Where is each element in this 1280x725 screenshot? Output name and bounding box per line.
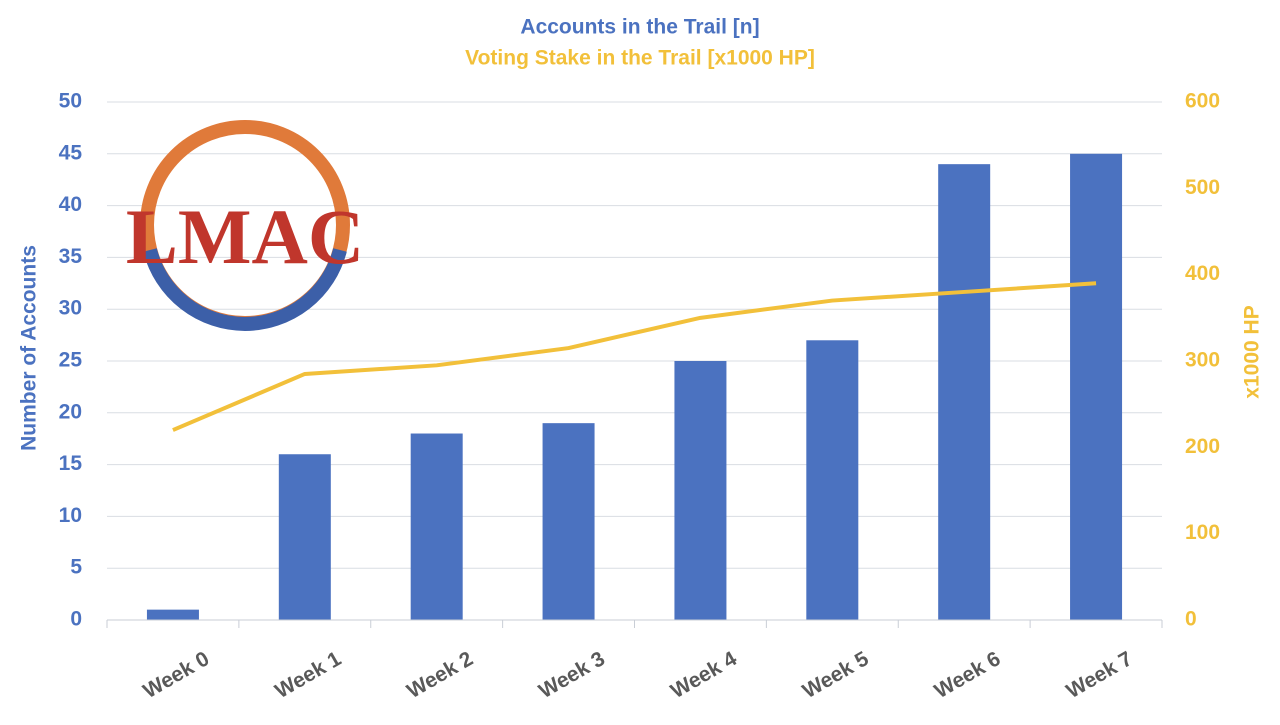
- y-axis-label: Number of Accounts: [18, 245, 41, 451]
- y-tick-label: 50: [59, 90, 82, 113]
- x-tick-label: Week 0: [139, 647, 213, 703]
- x-tick-label: Week 3: [535, 647, 609, 703]
- bar: [146, 609, 199, 620]
- y-tick-label: 25: [59, 349, 83, 372]
- x-tick-label: Week 2: [403, 647, 477, 703]
- x-tick-label: Week 7: [1062, 647, 1136, 703]
- x-tick-label: Week 1: [271, 647, 345, 703]
- bar: [674, 361, 727, 620]
- y2-tick-label: 400: [1185, 262, 1220, 285]
- x-tick-label: Week 4: [667, 647, 741, 703]
- y2-tick-label: 600: [1185, 90, 1220, 113]
- y2-axis-label: x1000 HP: [1241, 305, 1264, 398]
- bar: [938, 164, 991, 620]
- y-tick-label: 15: [59, 452, 83, 475]
- bar: [542, 423, 595, 620]
- logo-ring-bottom: [143, 248, 347, 331]
- x-tick-label: Week 6: [931, 647, 1005, 703]
- y2-tick-label: 500: [1185, 176, 1220, 199]
- y2-tick-label: 200: [1185, 435, 1220, 458]
- x-tick-label: Week 5: [799, 647, 873, 703]
- y-tick-label: 20: [59, 400, 82, 423]
- y-tick-label: 30: [59, 297, 82, 320]
- bar: [1070, 153, 1123, 621]
- y-tick-label: 10: [59, 504, 82, 527]
- chart-subtitle: Voting Stake in the Trail [x1000 HP]: [465, 47, 815, 70]
- bar: [806, 340, 859, 620]
- line: [172, 281, 1097, 432]
- bar: [410, 433, 463, 620]
- y-tick-label: 5: [70, 556, 82, 579]
- bar: [278, 454, 331, 620]
- logo-text: LMAC: [126, 193, 364, 280]
- y-tick-label: 35: [59, 245, 83, 268]
- y2-tick-label: 300: [1185, 349, 1220, 372]
- chart-title: Accounts in the Trail [n]: [520, 16, 759, 39]
- y-tick-label: 45: [59, 141, 83, 164]
- y2-tick-label: 0: [1185, 608, 1197, 631]
- logo: LMAC: [126, 120, 364, 331]
- y-tick-label: 0: [70, 608, 82, 631]
- y-tick-label: 40: [59, 193, 82, 216]
- y2-tick-label: 100: [1185, 521, 1220, 544]
